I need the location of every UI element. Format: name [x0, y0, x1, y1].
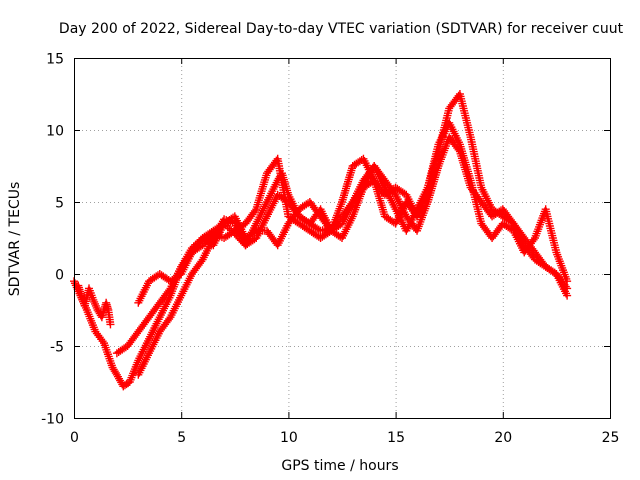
- data-point: [413, 212, 422, 221]
- data-point: [563, 277, 572, 286]
- series-track-d: [134, 154, 422, 379]
- x-tick-label: 25: [602, 430, 620, 446]
- y-axis-label: SDTVAR / TECUs: [7, 182, 23, 297]
- series-cluster-early: [74, 281, 115, 329]
- data-point: [563, 291, 572, 300]
- data-point: [106, 320, 115, 329]
- x-tick-label: 15: [387, 430, 405, 446]
- data-point: [529, 235, 538, 244]
- chart-title: Day 200 of 2022, Sidereal Day-to-day VTE…: [59, 21, 624, 37]
- y-tick-label: 15: [46, 52, 64, 68]
- data-marks: [70, 90, 572, 391]
- x-tick-label: 20: [494, 430, 512, 446]
- series-track-c: [134, 118, 572, 307]
- x-tick-label: 5: [177, 430, 186, 446]
- x-tick-label: 0: [70, 430, 79, 446]
- data-point: [98, 337, 107, 346]
- y-tick-label: 10: [46, 124, 64, 140]
- y-tick-label: -10: [41, 412, 64, 428]
- plot-frame: [74, 58, 611, 419]
- data-point: [250, 207, 259, 215]
- x-tick-label: 10: [280, 430, 298, 446]
- x-axis-label: GPS time / hours: [281, 458, 398, 474]
- y-tick-label: 0: [55, 268, 64, 284]
- y-tick-label: -5: [50, 340, 64, 356]
- y-tick-label: 5: [55, 196, 64, 212]
